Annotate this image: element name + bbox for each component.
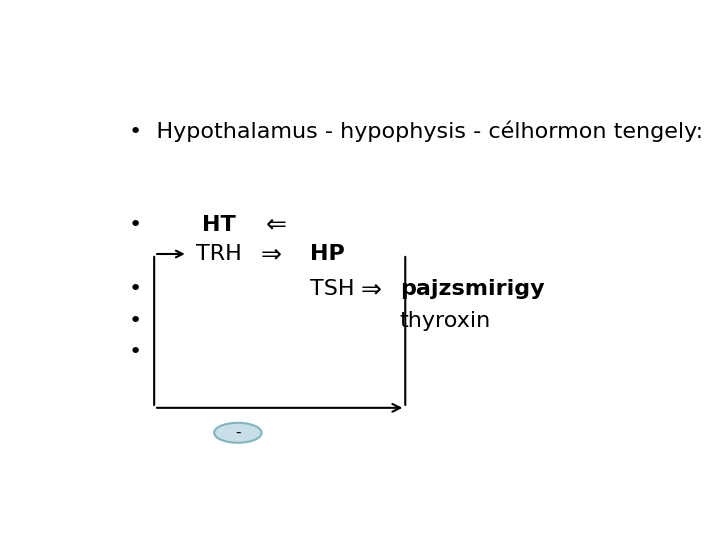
Text: •  Hypothalamus - hypophysis - célhormon tengely:: • Hypothalamus - hypophysis - célhormon … — [129, 120, 703, 142]
Text: •: • — [129, 310, 143, 330]
Text: ⇐: ⇐ — [266, 213, 287, 237]
Text: •: • — [129, 279, 143, 299]
Text: HT: HT — [202, 215, 235, 235]
Text: -: - — [235, 426, 240, 440]
Text: •: • — [129, 215, 143, 235]
Text: HP: HP — [310, 244, 345, 264]
Text: ⇒: ⇒ — [361, 278, 382, 301]
Text: TSH: TSH — [310, 279, 355, 299]
Text: •: • — [129, 342, 143, 362]
Text: ⇒: ⇒ — [260, 242, 282, 266]
Text: TRH: TRH — [196, 244, 242, 264]
Text: thyroxin: thyroxin — [400, 310, 491, 330]
Ellipse shape — [214, 423, 261, 443]
Text: pajzsmirigy: pajzsmirigy — [400, 279, 544, 299]
